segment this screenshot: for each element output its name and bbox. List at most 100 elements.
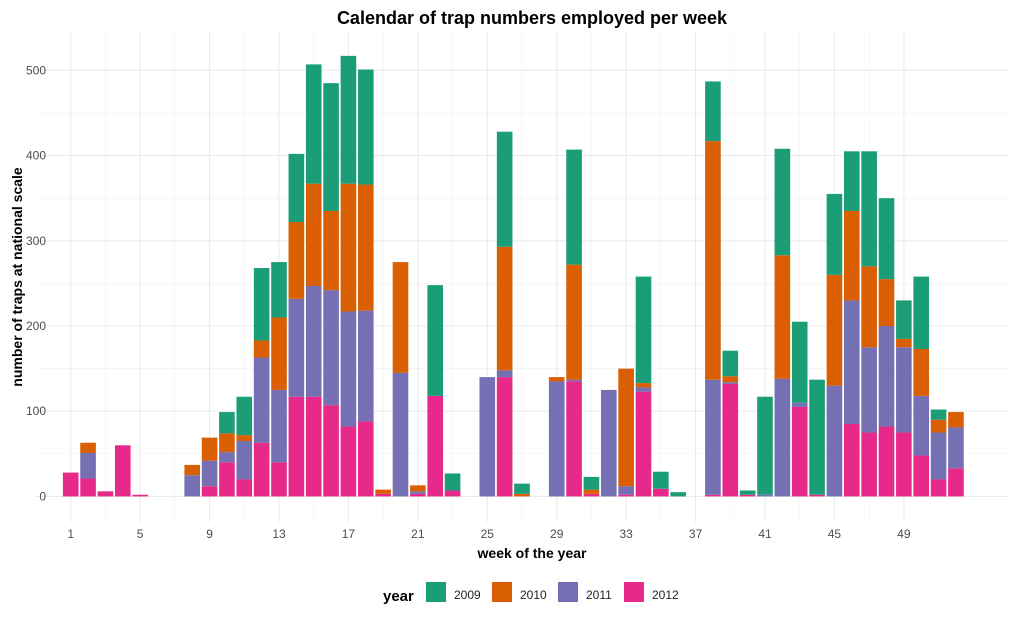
bar-segment-2009-week-12 (253, 268, 270, 341)
bar-segment-2011-week-8 (184, 475, 201, 497)
bar-segment-2012-week-13 (271, 462, 287, 497)
bar-segment-2010-week-18 (357, 184, 374, 311)
bar-segment-2009-week-36 (670, 492, 687, 497)
legend-item-2011: 2011 (558, 582, 612, 602)
bar-segment-2011-week-45 (826, 385, 843, 497)
bar-segment-2010-week-42 (774, 255, 791, 379)
bar-segment-2010-week-39 (722, 376, 739, 383)
bar-segment-2010-week-11 (236, 435, 253, 442)
bar-segment-2011-week-26 (496, 370, 513, 378)
bar-segment-2010-week-9 (201, 437, 218, 461)
y-tick-label: 400 (26, 149, 46, 163)
bar-segment-2009-week-30 (566, 149, 582, 265)
bar-segment-2010-week-33 (618, 368, 634, 487)
legend-item-2009: 2009 (426, 582, 481, 602)
bar-segment-2012-week-4 (114, 445, 131, 497)
bar-segment-2010-week-20 (392, 262, 409, 373)
legend-label-2012: 2012 (652, 588, 679, 602)
bar-segment-2010-week-17 (340, 183, 357, 312)
bar-segment-2010-week-27 (514, 493, 530, 497)
bar-segment-2010-week-15 (305, 183, 322, 286)
bar-segment-2009-week-39 (722, 350, 739, 377)
bar-segment-2011-week-12 (253, 357, 270, 443)
x-tick-label: 13 (272, 527, 286, 541)
bar-segment-2009-week-41 (757, 396, 773, 495)
bar-segment-2009-week-48 (878, 198, 895, 280)
bar-segment-2010-week-26 (496, 246, 513, 371)
bar-segment-2011-week-51 (930, 432, 947, 480)
x-tick-label: 1 (67, 527, 74, 541)
bar-segment-2010-week-47 (861, 266, 877, 348)
bar-segment-2012-week-5 (132, 494, 148, 497)
x-tick-label: 37 (689, 527, 703, 541)
bar-segment-2011-week-11 (236, 441, 253, 480)
bar-segment-2011-week-16 (323, 290, 339, 406)
bar-segment-2012-week-46 (843, 424, 860, 497)
bar-segment-2009-week-27 (514, 483, 530, 494)
legend: year 2009 2010 2011 2012 (383, 582, 679, 605)
bar-segment-2010-week-30 (566, 264, 582, 380)
bar-segment-2012-week-39 (722, 383, 739, 497)
bar-segment-2010-week-50 (913, 349, 930, 396)
bar-segment-2011-week-41 (757, 494, 773, 497)
bar-segment-2011-week-2 (80, 452, 96, 479)
axis-ticks: 0 100 200 300 400 500 1 5 9 13 17 21 25 29 33 37 41 45 49 (26, 63, 911, 541)
bar-segment-2009-week-16 (323, 83, 339, 211)
legend-label-2010: 2010 (520, 588, 547, 602)
bar-segment-2012-week-34 (635, 391, 652, 497)
legend-label-2009: 2009 (454, 588, 481, 602)
bar-segment-2012-week-52 (948, 468, 964, 497)
bar-segment-2011-week-49 (896, 347, 912, 433)
bar-segment-2012-week-38 (705, 494, 721, 497)
x-tick-label: 49 (897, 527, 911, 541)
bar-segment-2012-week-15 (305, 396, 322, 497)
bar-segment-2011-week-29 (548, 381, 565, 497)
bar-segment-2011-week-10 (219, 452, 235, 463)
legend-swatch-2011 (558, 582, 578, 602)
x-tick-label: 25 (481, 527, 495, 541)
bar-segment-2011-week-14 (288, 298, 305, 397)
bar-segment-2012-week-18 (357, 421, 374, 497)
bar-segment-2012-week-23 (444, 490, 461, 497)
bar-segment-2009-week-26 (496, 131, 513, 247)
bar-segment-2010-week-34 (635, 383, 652, 388)
bar-segment-2010-week-14 (288, 222, 305, 299)
x-tick-label: 41 (758, 527, 772, 541)
bar-segment-2010-week-21 (410, 485, 426, 492)
bar-segment-2011-week-38 (705, 379, 721, 495)
bar-segment-2012-week-26 (496, 377, 513, 497)
bar-segment-2012-week-22 (427, 395, 444, 497)
bar-segment-2010-week-51 (930, 419, 947, 433)
bar-segment-2009-week-34 (635, 276, 652, 384)
bar-segment-2011-week-48 (878, 326, 895, 427)
legend-item-2012: 2012 (624, 582, 679, 602)
y-tick-label: 200 (26, 319, 46, 333)
bar-segment-2010-week-49 (896, 338, 912, 348)
bar-segment-2009-week-49 (896, 300, 912, 339)
x-tick-label: 9 (206, 527, 213, 541)
bar-segment-2011-week-15 (305, 285, 322, 397)
bar-segment-2009-week-17 (340, 55, 357, 184)
bar-segment-2012-week-14 (288, 396, 305, 497)
bar-segment-2012-week-43 (791, 406, 808, 497)
bars (62, 55, 964, 497)
legend-swatch-2009 (426, 582, 446, 602)
x-tick-label: 21 (411, 527, 425, 541)
bar-segment-2009-week-47 (861, 151, 877, 267)
bar-segment-2010-week-38 (705, 141, 721, 380)
bar-segment-2012-week-48 (878, 426, 895, 497)
bar-segment-2010-week-45 (826, 274, 843, 386)
y-axis-title: number of traps at national scale (9, 167, 25, 387)
bar-segment-2009-week-44 (809, 379, 825, 495)
bar-segment-2009-week-50 (913, 276, 930, 350)
bar-segment-2009-week-23 (444, 473, 461, 491)
bar-segment-2010-week-2 (80, 442, 96, 453)
bar-segment-2012-week-16 (323, 405, 339, 497)
bar-segment-2012-week-11 (236, 479, 253, 497)
bar-segment-2012-week-3 (97, 491, 114, 497)
bar-segment-2012-week-21 (410, 493, 426, 497)
bar-segment-2012-week-1 (62, 472, 79, 497)
bar-segment-2011-week-17 (340, 311, 357, 427)
bar-segment-2009-week-35 (653, 471, 669, 489)
bar-segment-2011-week-9 (201, 460, 218, 487)
